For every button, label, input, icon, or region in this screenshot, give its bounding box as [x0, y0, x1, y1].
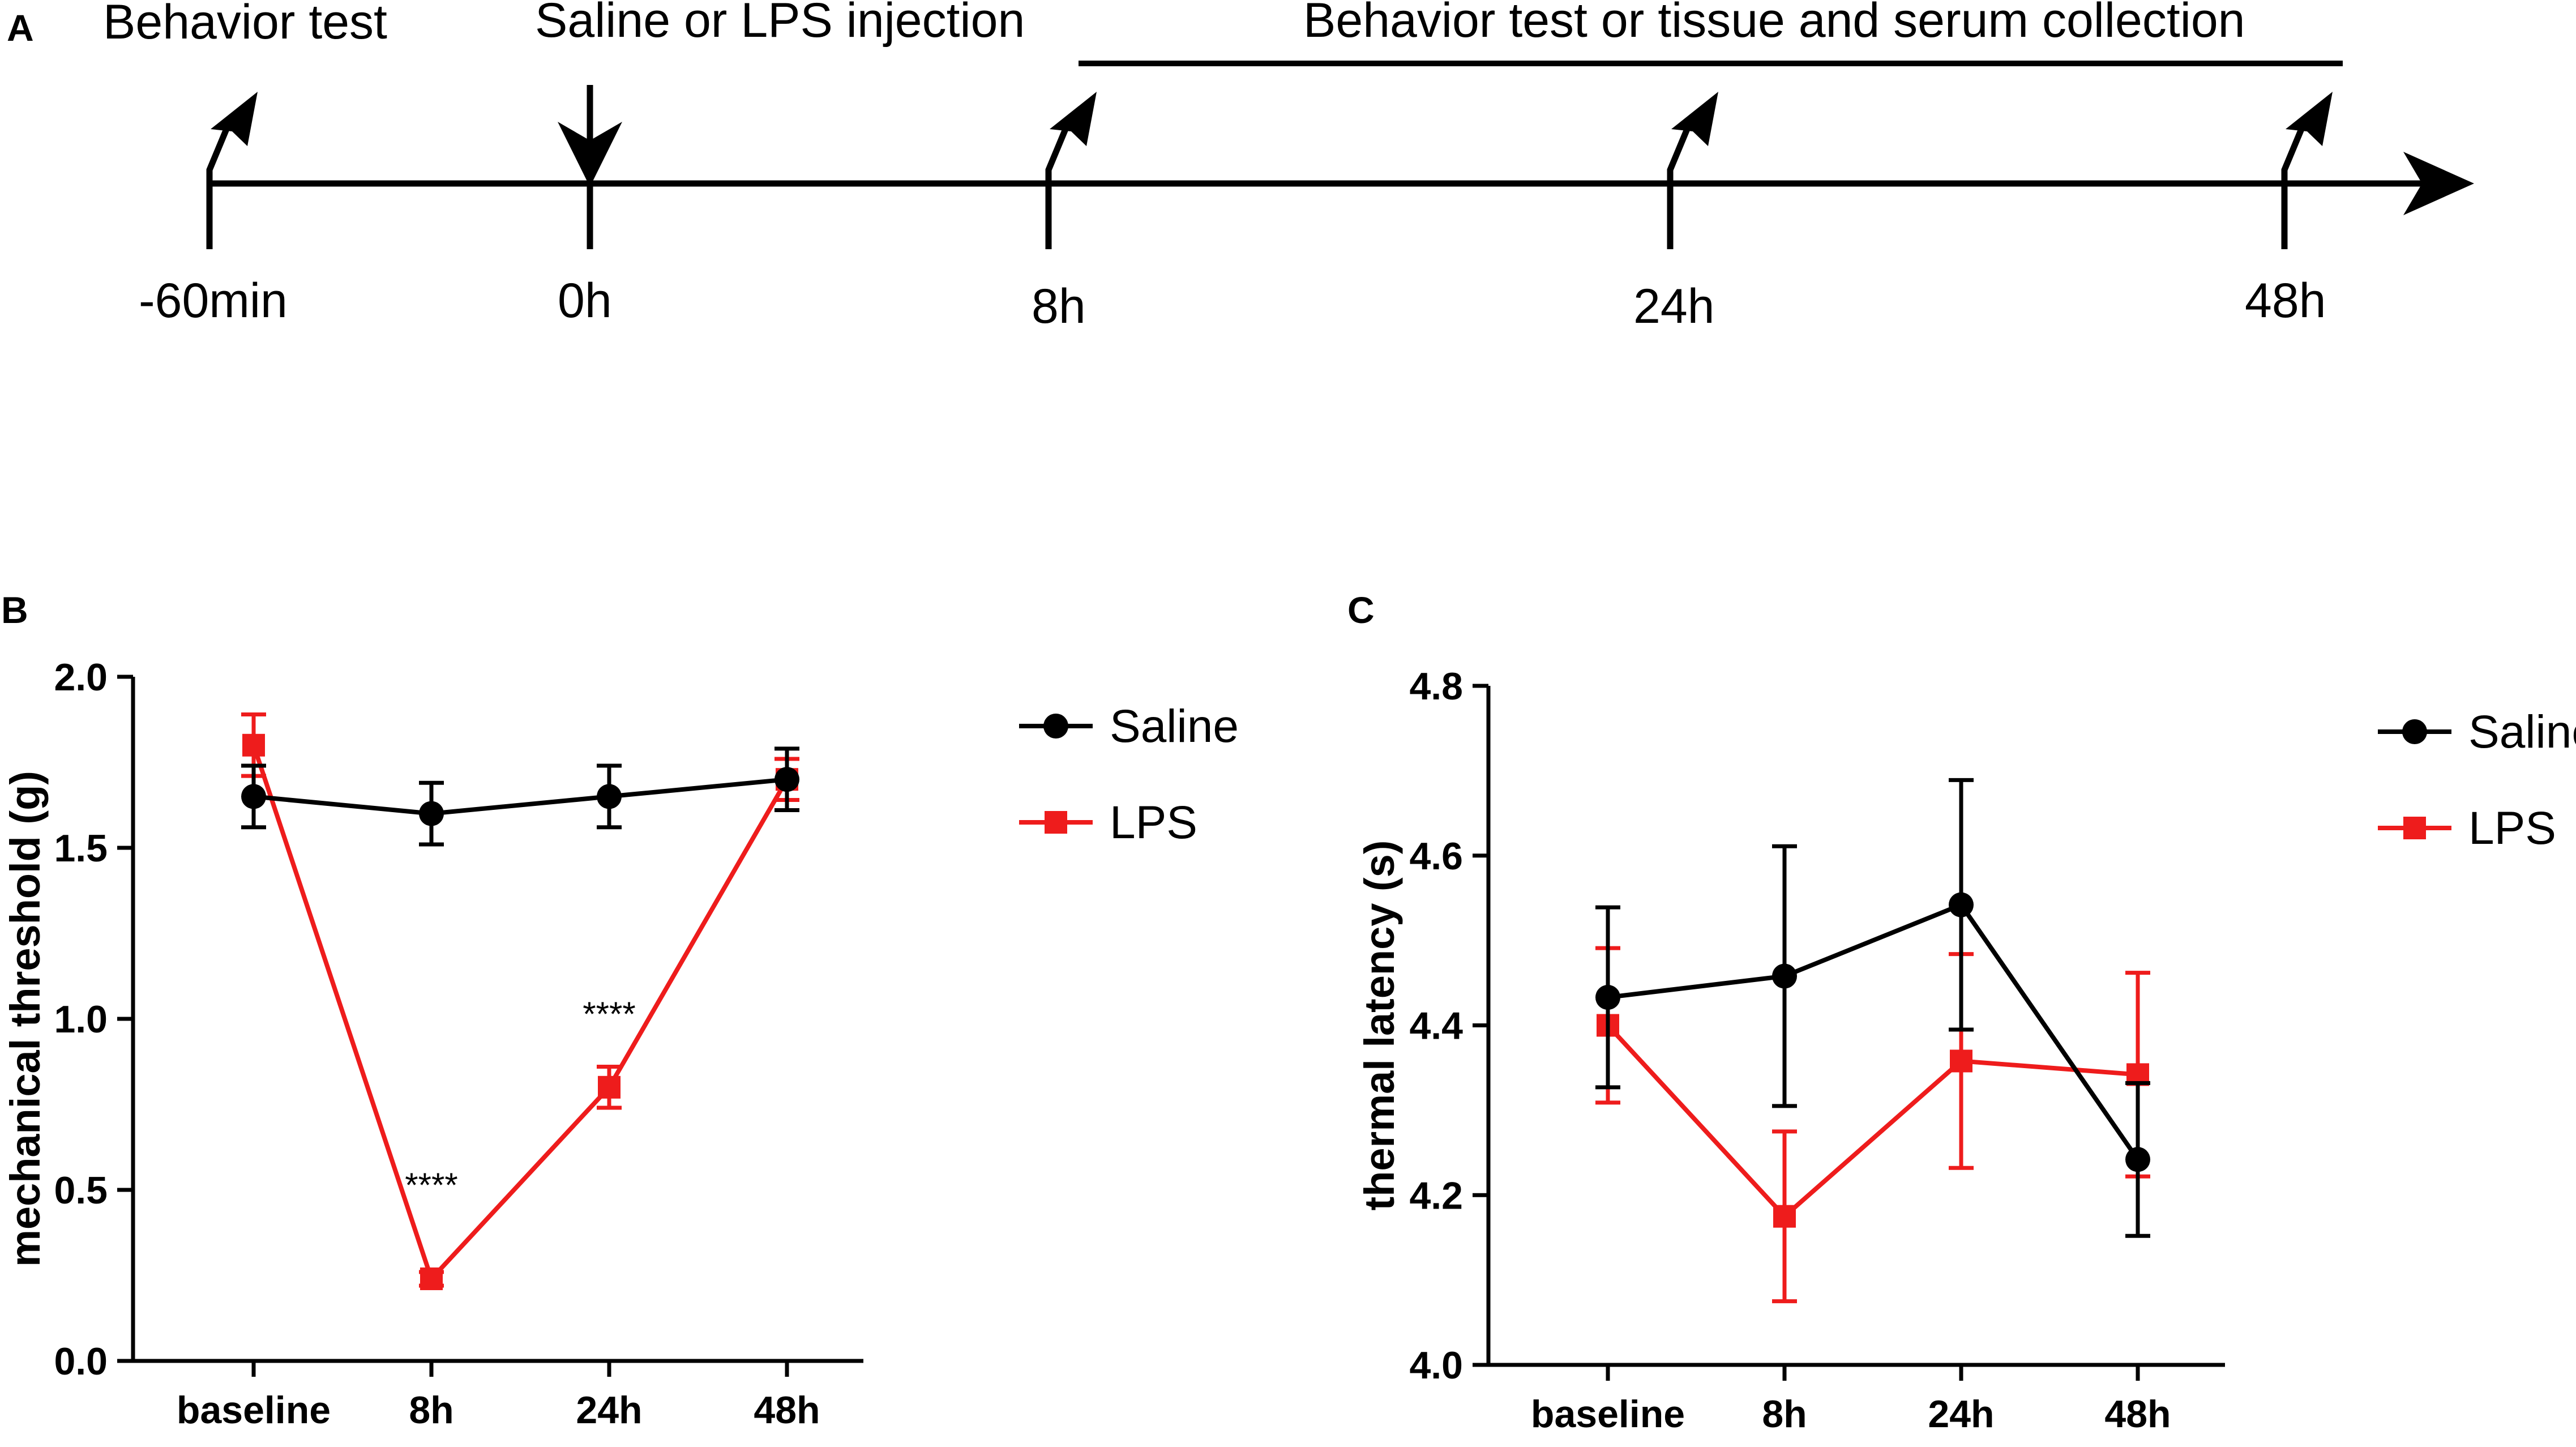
panel-label-b: B — [1, 589, 28, 631]
timeline-step-24h: 24h — [1633, 92, 1718, 334]
timeline-diagram: A Behavior test or tissue and serum coll… — [7, 0, 2474, 334]
legend-label: Saline — [2468, 706, 2576, 758]
timeline-step-minus60: -60min — [139, 92, 288, 328]
y-tick-label: 2.0 — [54, 656, 108, 699]
y-axis-label: mechanical threshold (g) — [2, 771, 49, 1267]
y-tick-label: 4.0 — [1409, 1344, 1463, 1387]
panel-label-a: A — [7, 7, 34, 49]
time-label: -60min — [139, 274, 288, 328]
legend-item-lps: LPS — [1019, 797, 1197, 848]
legend-label: LPS — [1110, 797, 1197, 848]
event-label-injection: Saline or LPS injection — [535, 0, 1025, 48]
legend-item-lps: LPS — [2378, 803, 2556, 854]
data-point — [1773, 1205, 1796, 1228]
significance-label: **** — [405, 1166, 457, 1204]
y-tick-label: 0.5 — [54, 1169, 108, 1212]
x-tick-label: 24h — [1928, 1393, 1994, 1436]
data-point — [419, 801, 444, 826]
legend-marker — [2402, 719, 2427, 744]
data-point — [1595, 985, 1620, 1010]
series-lps — [241, 712, 799, 1291]
data-point — [242, 733, 265, 757]
timeline-step-48h: 48h — [2245, 92, 2333, 328]
timeline-step-0h: 0h — [558, 85, 622, 328]
series-saline — [241, 746, 799, 847]
timeline-step-8h: 8h — [1032, 92, 1097, 334]
series-line — [1607, 902, 2140, 1161]
significance-label: **** — [583, 995, 635, 1033]
data-point — [1949, 892, 1974, 917]
x-tick-label: 24h — [576, 1389, 642, 1432]
legend-marker — [1043, 714, 1068, 739]
series-line — [1606, 1023, 2138, 1220]
y-tick-label: 4.8 — [1409, 665, 1463, 708]
series-line — [251, 744, 789, 1283]
x-tick-label: 8h — [1762, 1393, 1807, 1436]
y-tick-label: 1.0 — [54, 998, 108, 1041]
data-point — [597, 784, 622, 809]
chart-mechanical-threshold: B 0.0 0.5 1.0 1.5 2.0 baseline 8h 24h 48h mechani… — [1, 589, 1239, 1432]
data-point — [1772, 963, 1797, 989]
chart-thermal-latency: C 4.0 4.2 4.4 4.6 4.8 baseline 8h 24h 48h thermal… — [1347, 589, 2576, 1436]
event-label-behavior-test: Behavior test — [103, 0, 387, 49]
down-arrow-icon — [558, 122, 622, 187]
x-tick-label: 8h — [409, 1389, 453, 1432]
time-label: 24h — [1633, 279, 1715, 334]
legend-item-saline: Saline — [2378, 706, 2576, 758]
time-label: 0h — [558, 274, 612, 328]
panel-label-c: C — [1347, 589, 1375, 631]
y-tick-label: 4.2 — [1409, 1174, 1463, 1217]
y-tick-label: 4.6 — [1409, 835, 1463, 878]
x-tick-label: baseline — [1531, 1393, 1685, 1436]
data-point — [241, 784, 266, 809]
x-tick-label: 48h — [2104, 1393, 2171, 1436]
series-line — [253, 777, 788, 816]
data-point — [1950, 1049, 1972, 1073]
up-right-arrow-icon — [1050, 92, 1097, 146]
range-label: Behavior test or tissue and serum collec… — [1303, 0, 2245, 48]
series-saline — [1595, 778, 2150, 1238]
data-point — [420, 1267, 443, 1291]
legend-label: Saline — [1110, 701, 1239, 752]
legend-item-saline: Saline — [1019, 701, 1239, 752]
x-tick-label: 48h — [754, 1389, 820, 1432]
legend-marker — [1045, 811, 1067, 834]
time-label: 48h — [2245, 274, 2326, 328]
legend-label: LPS — [2468, 803, 2556, 854]
timeline-axis-arrowhead — [2403, 152, 2474, 215]
up-right-arrow-icon — [211, 92, 258, 146]
legend-marker — [2403, 817, 2426, 839]
up-right-arrow-icon — [1671, 92, 1718, 146]
y-tick-label: 4.4 — [1409, 1005, 1463, 1048]
data-point — [598, 1075, 621, 1099]
data-point — [774, 767, 799, 792]
y-tick-label: 1.5 — [54, 827, 108, 870]
time-label: 8h — [1032, 279, 1086, 334]
series-lps — [1595, 946, 2150, 1304]
x-tick-label: baseline — [177, 1389, 331, 1432]
y-tick-label: 0.0 — [54, 1340, 108, 1383]
y-axis-label: thermal latency (s) — [1356, 840, 1403, 1211]
data-point — [2125, 1147, 2150, 1172]
up-right-arrow-icon — [2286, 92, 2333, 146]
